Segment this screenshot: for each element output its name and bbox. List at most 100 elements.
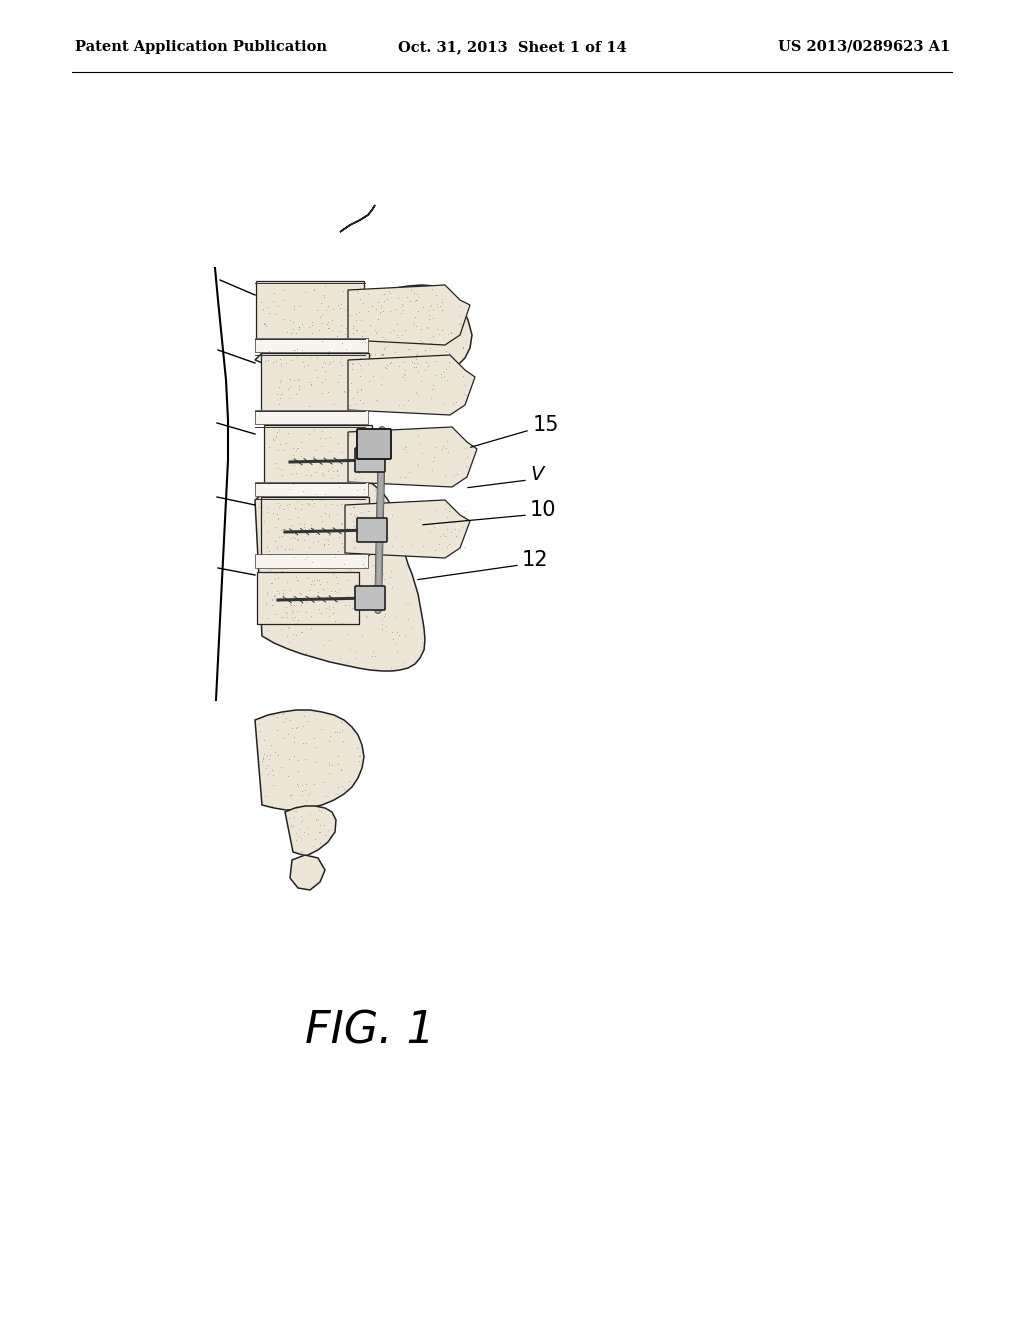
- Point: [333, 711, 349, 733]
- Point: [414, 442, 430, 463]
- Point: [389, 622, 406, 643]
- Point: [345, 459, 361, 480]
- Point: [267, 569, 284, 590]
- Point: [354, 325, 371, 346]
- Point: [376, 568, 392, 589]
- Point: [259, 764, 275, 785]
- Point: [275, 519, 292, 540]
- Point: [333, 494, 349, 515]
- Point: [274, 519, 291, 540]
- Point: [327, 610, 343, 631]
- Point: [458, 384, 474, 405]
- Polygon shape: [255, 285, 472, 374]
- Point: [433, 363, 450, 384]
- Point: [272, 342, 289, 363]
- Point: [400, 609, 417, 630]
- Point: [253, 607, 269, 628]
- Point: [325, 351, 341, 372]
- Point: [349, 319, 366, 341]
- Point: [367, 645, 383, 667]
- Point: [307, 523, 324, 544]
- Point: [424, 459, 440, 480]
- Point: [260, 755, 276, 776]
- Text: Oct. 31, 2013  Sheet 1 of 14: Oct. 31, 2013 Sheet 1 of 14: [397, 40, 627, 54]
- Point: [350, 282, 367, 304]
- Point: [424, 379, 440, 400]
- Point: [374, 614, 390, 635]
- Point: [336, 300, 352, 321]
- Point: [344, 315, 360, 337]
- Point: [364, 507, 380, 528]
- Point: [336, 779, 352, 800]
- Point: [259, 536, 275, 557]
- Point: [291, 318, 307, 339]
- Point: [436, 465, 453, 486]
- Point: [376, 290, 392, 312]
- Point: [346, 537, 362, 558]
- Point: [409, 343, 425, 364]
- Point: [269, 744, 286, 766]
- Point: [312, 573, 329, 594]
- Point: [257, 756, 273, 777]
- Point: [345, 519, 361, 540]
- Point: [287, 339, 303, 360]
- Point: [375, 564, 391, 585]
- Point: [330, 371, 346, 392]
- Point: [313, 330, 330, 351]
- Point: [441, 533, 458, 554]
- Point: [297, 779, 313, 800]
- Point: [290, 342, 306, 363]
- Point: [337, 318, 353, 339]
- Point: [334, 612, 350, 634]
- Point: [371, 595, 387, 616]
- Point: [438, 341, 455, 362]
- Point: [374, 367, 390, 388]
- Point: [337, 594, 353, 615]
- Point: [268, 425, 285, 446]
- Text: 15: 15: [534, 414, 559, 436]
- Point: [355, 478, 372, 499]
- Point: [261, 341, 278, 362]
- Point: [374, 445, 390, 466]
- Point: [454, 531, 470, 552]
- Point: [366, 517, 382, 539]
- Point: [256, 730, 272, 751]
- Point: [371, 463, 387, 484]
- Point: [346, 516, 362, 537]
- Text: US 2013/0289623 A1: US 2013/0289623 A1: [778, 40, 950, 54]
- Point: [334, 532, 350, 553]
- Point: [301, 422, 317, 444]
- Point: [370, 309, 386, 330]
- Point: [381, 566, 397, 587]
- Point: [297, 521, 313, 543]
- Point: [373, 294, 389, 315]
- Point: [339, 298, 355, 319]
- Point: [354, 293, 371, 314]
- Point: [255, 746, 271, 767]
- Point: [357, 331, 374, 352]
- Point: [379, 355, 395, 376]
- Point: [453, 314, 469, 335]
- Point: [350, 352, 367, 374]
- Point: [432, 296, 449, 317]
- Point: [349, 281, 366, 302]
- Point: [321, 317, 337, 338]
- Point: [371, 520, 387, 541]
- Point: [292, 513, 308, 535]
- Point: [315, 533, 332, 554]
- Point: [339, 383, 355, 404]
- Point: [285, 473, 301, 494]
- Point: [299, 354, 315, 375]
- Point: [382, 352, 398, 374]
- Point: [271, 393, 288, 414]
- Point: [434, 438, 451, 459]
- Point: [285, 312, 301, 333]
- Point: [297, 548, 313, 569]
- Point: [300, 784, 316, 805]
- Point: [331, 579, 347, 601]
- Point: [268, 537, 285, 558]
- Point: [341, 424, 357, 445]
- Point: [372, 516, 388, 537]
- Point: [403, 351, 420, 372]
- Point: [298, 591, 314, 612]
